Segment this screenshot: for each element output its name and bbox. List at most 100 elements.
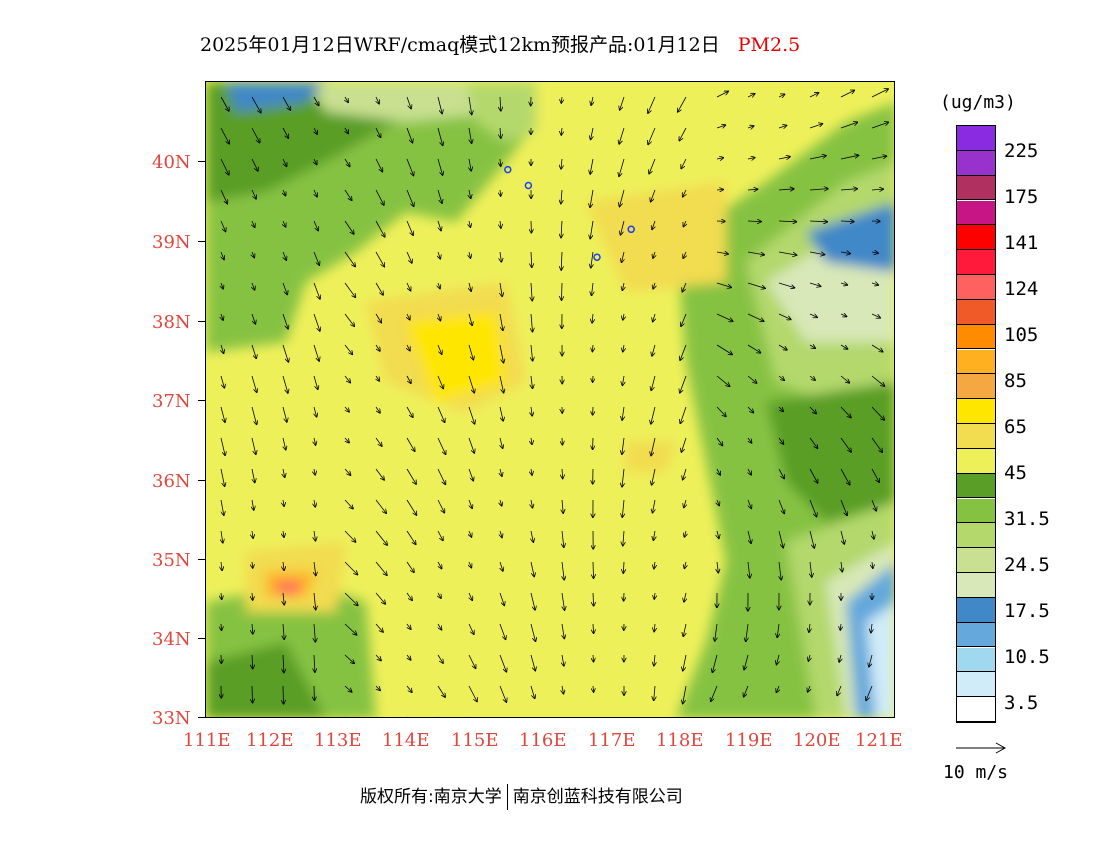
wind-vector [407,654,411,660]
wind-vector [716,190,723,191]
wind-vector [562,499,563,513]
wind-vector [375,220,385,237]
wind-vector [747,406,753,413]
wind-vector [220,158,229,175]
wind-vector [499,406,503,421]
wind-vector [648,96,656,113]
colorbar-cell [957,175,995,201]
wind-vector [809,406,816,414]
wind-vector [221,282,223,289]
wind-vector [252,561,253,568]
wind-vector [500,96,501,111]
wind-vector [651,437,656,456]
wind-vector [531,282,532,301]
wind-vector [748,561,750,578]
wind-vector [623,344,624,352]
wind-vector [344,592,358,605]
wind-vector [220,189,227,204]
wind-vector [469,499,472,508]
pm25-map [205,81,895,718]
colorbar-label: 124 [1004,278,1039,300]
wind-vector [840,90,854,98]
wind-vector [406,437,415,451]
wind-vector [622,251,625,262]
wind-vector [468,96,472,115]
wind-vector [469,592,472,600]
colorbar-cell [957,523,995,549]
wind-vector [651,375,656,390]
wind-vector [623,530,624,546]
wind-vector [683,654,687,671]
wind-vector [344,623,357,635]
wind-vector [220,220,226,232]
wind-vector [282,375,288,393]
wind-vector [622,437,624,454]
wind-vector [375,499,386,513]
wind-vector [622,282,624,290]
wind-vector [871,499,876,511]
wind-vector [314,592,316,610]
wind-vector [221,530,223,543]
wind-vector [716,252,728,254]
wind-vector [777,654,780,665]
wind-vector [778,499,784,513]
wind-vector [438,623,442,630]
wind-vector [716,313,733,321]
wind-vector [252,499,254,510]
wind-vector [283,530,284,537]
wind-vector [562,530,564,547]
wind-vectors [220,89,888,717]
wind-vector [437,406,445,422]
wind-vector [683,220,686,227]
lon-label-115e: 115E [451,730,499,751]
wind-vector [375,189,384,205]
colorbar-cell [957,150,995,176]
wind-vector [809,124,822,129]
wind-vector [283,220,286,227]
city-1-marker-icon [504,165,512,174]
wind-vector [591,251,593,268]
wind-vector [406,127,413,143]
wind-vector [653,313,655,322]
wind-vector [654,623,655,632]
colorbar-label: 31.5 [1004,508,1050,530]
wind-vector [220,96,229,111]
wind-vector [747,313,764,321]
wind-vector [561,158,562,169]
colorbar-cell [957,126,995,151]
wind-vector [809,252,825,255]
wind-vector [468,437,474,453]
city-markers [504,165,635,261]
wind-vector [252,530,253,538]
wind-vector [840,468,850,485]
wind-vector [778,189,794,190]
wind-vector [747,126,754,128]
wind-vector [406,189,414,206]
wind-vector [469,127,472,143]
wind-vector [809,221,827,222]
wind-vector [375,282,383,295]
wind-vector [499,685,506,702]
wind-vector [406,592,412,600]
wind-vector [468,344,473,360]
wind-vector [562,685,564,694]
wind-vector [652,344,656,356]
wind-vector [220,127,229,144]
wind-vector [809,623,810,632]
wind-vector [313,282,320,299]
wind-vector [437,375,443,389]
wind-vector [375,313,381,323]
wind-vector [406,251,412,263]
colorbar-label: 141 [1004,232,1039,254]
colorbar-cell [957,697,995,722]
wind-vector [871,156,886,160]
wind-vector [469,251,471,258]
wind-vector [469,282,471,291]
wind-vector [871,252,878,253]
wind-vector [314,530,316,541]
city-2-marker-icon [524,181,533,190]
wind-vector [313,375,318,389]
wind-vector [375,623,383,632]
colorbar-cell [957,374,995,400]
wind-vector [500,282,502,296]
